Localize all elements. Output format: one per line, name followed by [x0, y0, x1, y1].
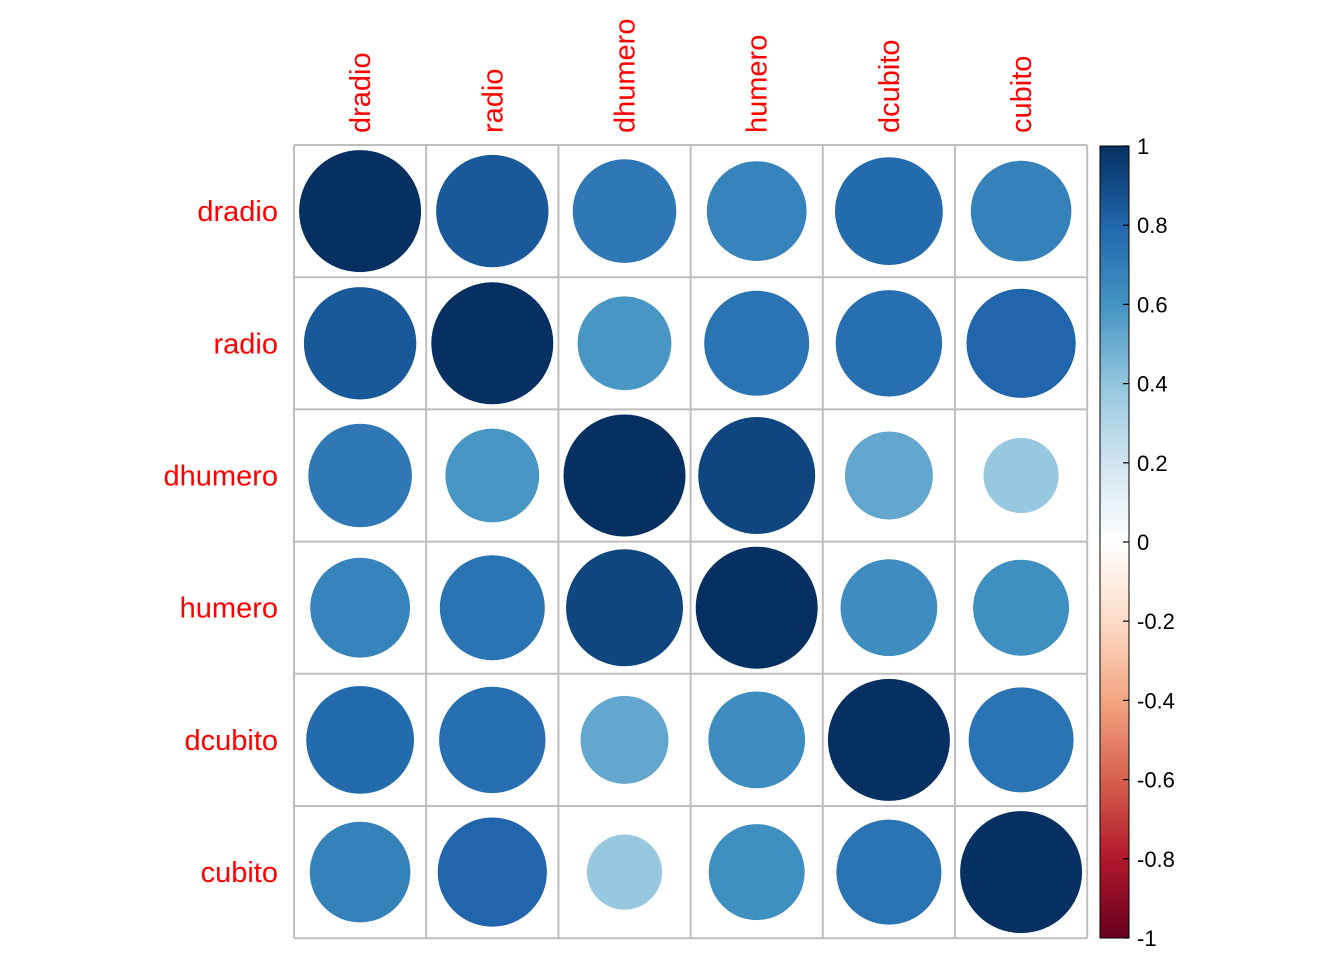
- corr-circle-dradio-dradio: [299, 150, 422, 273]
- corr-circle-cubito-dcubito: [836, 819, 942, 925]
- column-label-dhumero: dhumero: [610, 19, 642, 133]
- corr-circle-dradio-cubito: [970, 160, 1072, 262]
- corr-circle-dcubito-dhumero: [580, 695, 669, 784]
- row-label-humero: humero: [180, 593, 278, 625]
- corr-circle-dhumero-radio: [445, 428, 540, 523]
- row-label-dradio: dradio: [197, 196, 278, 228]
- row-label-cubito: cubito: [201, 857, 278, 889]
- column-label-dcubito: dcubito: [874, 39, 906, 133]
- corr-circle-cubito-radio: [437, 817, 547, 927]
- colorbar-tick-label: -0.8: [1137, 847, 1175, 872]
- colorbar-tick-label: -0.2: [1137, 609, 1175, 634]
- corr-circle-radio-dhumero: [577, 296, 672, 391]
- row-label-radio: radio: [214, 328, 279, 360]
- corr-circle-humero-dhumero: [566, 549, 683, 667]
- colorbar-tick-label: 0.8: [1137, 213, 1168, 238]
- row-labels: dradio radio dhumero humero dcubito cubito: [164, 196, 278, 889]
- corr-circle-radio-radio: [431, 282, 554, 405]
- colorbar-tick-label: 0.4: [1137, 372, 1168, 397]
- corr-circle-humero-humero: [695, 546, 818, 669]
- corr-circle-dhumero-dhumero: [563, 414, 686, 537]
- corr-circle-humero-dcubito: [840, 559, 938, 657]
- corr-circle-dhumero-dcubito: [844, 431, 933, 520]
- corr-circle-cubito-dradio: [309, 821, 411, 923]
- corr-circle-dcubito-humero: [708, 691, 806, 789]
- colorbar-tick-label: 0: [1137, 530, 1149, 555]
- grid-lines: [293, 144, 1089, 940]
- column-label-humero: humero: [742, 35, 774, 133]
- corr-circle-dhumero-dradio: [308, 423, 412, 528]
- column-labels: dradio radio dhumero humero dcubito cubito: [345, 19, 1038, 133]
- corr-circle-dcubito-dcubito: [827, 678, 950, 801]
- colorbar-tick-label: -0.4: [1137, 688, 1175, 713]
- corr-circle-dradio-dcubito: [835, 157, 943, 265]
- color-legend: 1 0.8 0.6 0.4 0.2 0 -0.2 -0.4 -0.6 -0.8 -1: [1099, 134, 1175, 951]
- corr-circle-cubito-cubito: [960, 811, 1083, 934]
- colorbar-tick-label: 0.2: [1137, 451, 1168, 476]
- corr-circle-cubito-humero: [708, 824, 805, 921]
- corr-circle-radio-dcubito: [835, 290, 943, 397]
- corr-circle-radio-dradio: [303, 287, 417, 400]
- corr-circle-radio-humero: [704, 290, 810, 396]
- corr-circle-dhumero-cubito: [983, 437, 1059, 514]
- colorbar-tick-label: 0.6: [1137, 292, 1168, 317]
- row-label-dhumero: dhumero: [164, 461, 278, 493]
- corr-circle-radio-cubito: [966, 288, 1076, 398]
- colorbar-tick-label: 1: [1137, 134, 1149, 159]
- corr-circle-dradio-radio: [436, 154, 549, 268]
- corr-circle-dcubito-radio: [439, 686, 546, 794]
- column-label-dradio: dradio: [345, 52, 377, 133]
- corr-circle-cubito-dhumero: [586, 834, 663, 910]
- corr-circle-dcubito-dradio: [306, 686, 414, 794]
- column-label-radio: radio: [477, 69, 509, 134]
- corr-circle-humero-radio: [439, 555, 545, 661]
- corr-circle-dhumero-humero: [698, 417, 816, 534]
- colorbar-tick-label: -0.6: [1137, 768, 1175, 793]
- colorbar-tick-label: -1: [1137, 926, 1157, 951]
- corr-circle-dcubito-cubito: [968, 687, 1074, 793]
- corr-circle-dradio-dhumero: [572, 159, 677, 263]
- row-label-dcubito: dcubito: [184, 725, 278, 757]
- corr-circle-humero-dradio: [310, 557, 410, 658]
- corr-circle-dradio-humero: [706, 161, 807, 261]
- correlation-circles: [299, 150, 1083, 934]
- column-label-cubito: cubito: [1006, 56, 1038, 133]
- corr-circle-humero-cubito: [973, 559, 1070, 656]
